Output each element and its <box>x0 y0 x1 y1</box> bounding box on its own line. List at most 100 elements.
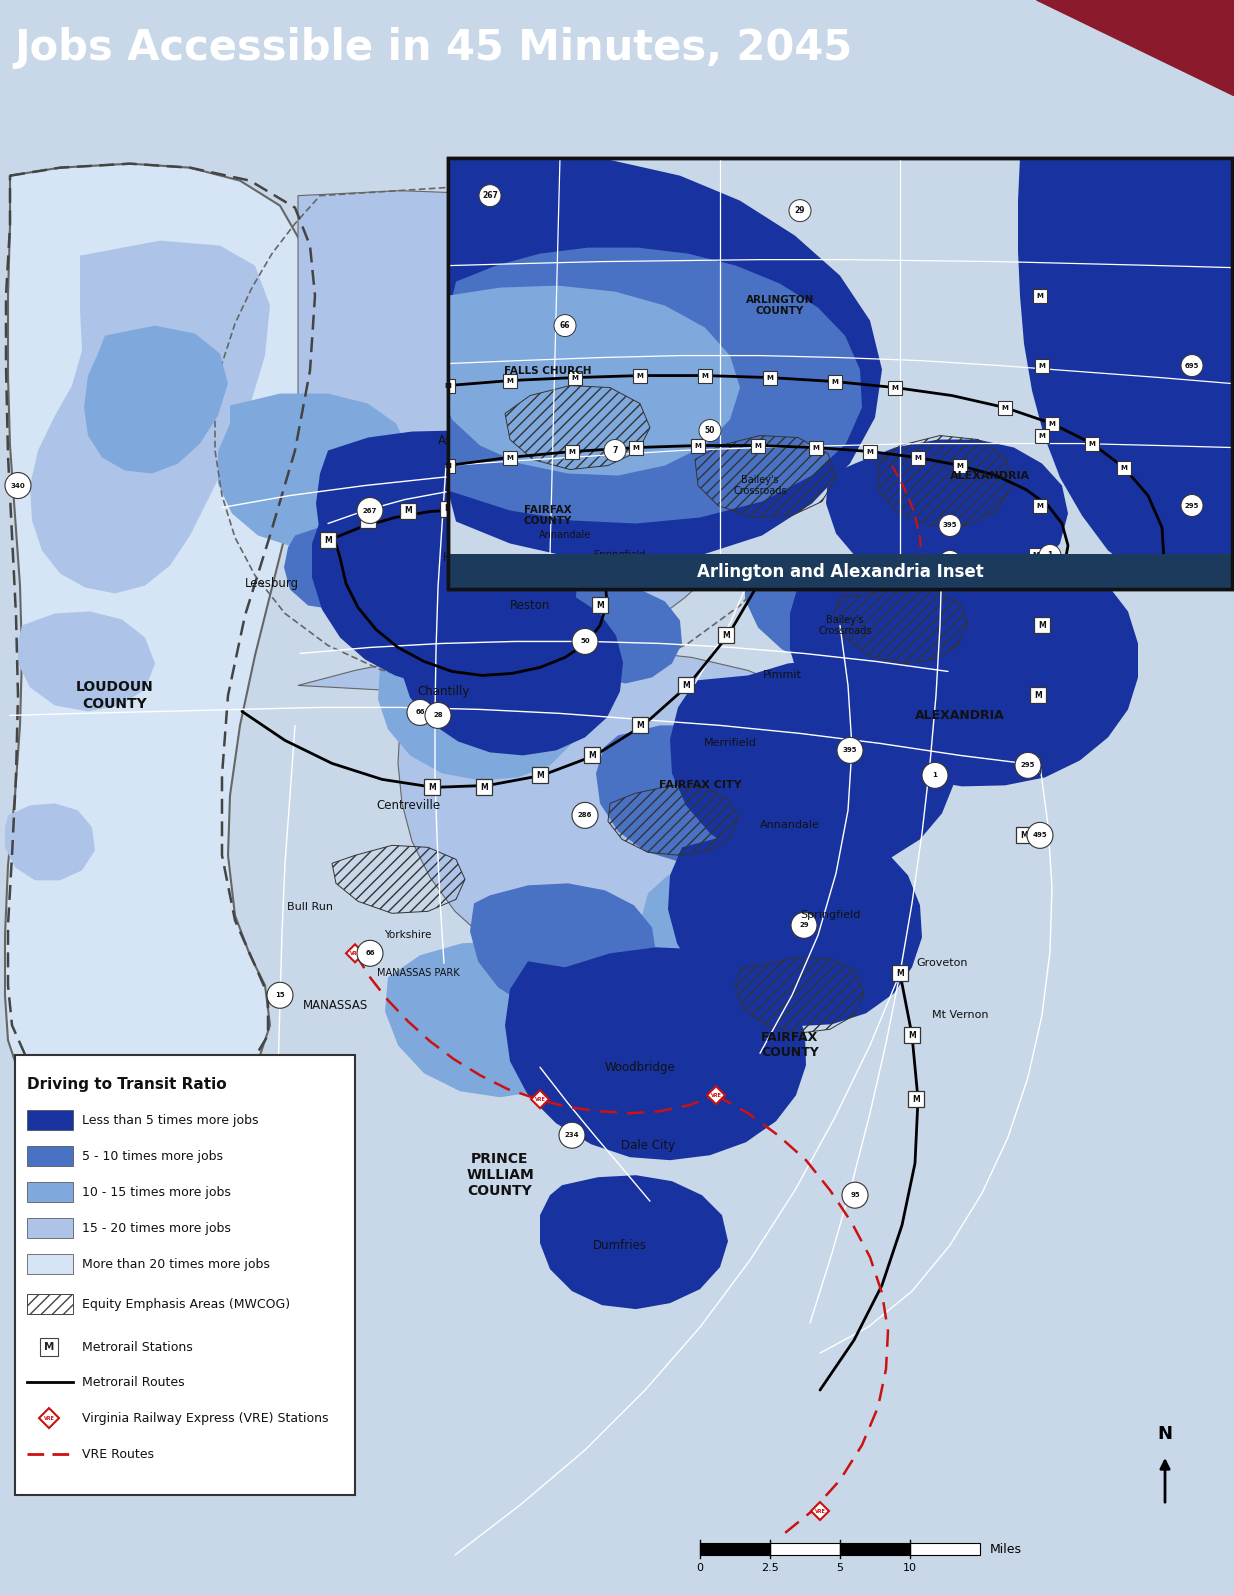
Bar <box>909 1542 980 1555</box>
Text: 267: 267 <box>363 507 378 514</box>
Text: 1: 1 <box>933 772 938 778</box>
FancyBboxPatch shape <box>1034 617 1050 633</box>
FancyBboxPatch shape <box>629 440 643 455</box>
Text: M: M <box>364 517 371 525</box>
Text: N: N <box>1157 1424 1172 1443</box>
Text: Yorkshire: Yorkshire <box>384 930 432 941</box>
Text: M: M <box>702 373 708 378</box>
Text: M: M <box>325 536 332 545</box>
Circle shape <box>554 314 576 337</box>
Text: M: M <box>784 509 792 518</box>
FancyBboxPatch shape <box>1045 416 1059 431</box>
Text: VRE: VRE <box>534 1097 545 1102</box>
Polygon shape <box>385 941 610 1097</box>
Text: Groveton: Groveton <box>917 959 967 968</box>
Text: M: M <box>1037 502 1044 509</box>
Text: 695: 695 <box>1185 362 1199 368</box>
Text: MANASSAS PARK: MANASSAS PARK <box>376 968 459 978</box>
Text: M: M <box>636 721 644 731</box>
Text: M: M <box>596 601 603 609</box>
Text: M: M <box>1039 432 1045 439</box>
Circle shape <box>559 1123 585 1148</box>
Text: Herndon: Herndon <box>443 550 494 565</box>
Text: M: M <box>695 442 701 448</box>
Text: Leesburg: Leesburg <box>244 577 299 590</box>
Text: M: M <box>589 751 596 759</box>
FancyBboxPatch shape <box>905 1027 921 1043</box>
Polygon shape <box>19 611 155 711</box>
FancyBboxPatch shape <box>953 458 967 472</box>
Text: 295: 295 <box>1021 762 1035 769</box>
Text: M: M <box>44 1341 54 1353</box>
Text: VRE Routes: VRE Routes <box>81 1448 154 1461</box>
Text: 395: 395 <box>843 748 858 753</box>
Text: Merrifield: Merrifield <box>703 738 756 748</box>
Text: 7: 7 <box>668 464 673 471</box>
Text: M: M <box>1039 362 1045 368</box>
Text: 10: 10 <box>903 1563 917 1573</box>
Polygon shape <box>1018 158 1232 590</box>
Text: ARLINGTON
COUNTY: ARLINGTON COUNTY <box>861 412 939 440</box>
Text: Miles: Miles <box>990 1542 1022 1555</box>
Polygon shape <box>448 158 882 561</box>
Text: Less than 5 times more jobs: Less than 5 times more jobs <box>81 1113 258 1126</box>
Text: M: M <box>682 681 690 691</box>
Polygon shape <box>707 1086 726 1104</box>
Text: 66: 66 <box>560 321 570 330</box>
FancyBboxPatch shape <box>503 450 517 464</box>
Text: Centreville: Centreville <box>376 799 441 812</box>
Circle shape <box>573 628 598 654</box>
Circle shape <box>837 737 863 764</box>
Circle shape <box>1039 544 1061 566</box>
Circle shape <box>357 498 383 523</box>
Polygon shape <box>640 866 845 1013</box>
Text: M: M <box>1038 620 1046 630</box>
Circle shape <box>789 199 811 222</box>
FancyBboxPatch shape <box>1035 359 1049 373</box>
FancyBboxPatch shape <box>1034 338 1050 354</box>
Text: 286: 286 <box>578 812 592 818</box>
Text: M: M <box>1033 552 1039 558</box>
Circle shape <box>267 983 292 1008</box>
Text: 15: 15 <box>275 992 285 998</box>
Circle shape <box>603 440 626 461</box>
Text: M: M <box>912 1094 919 1104</box>
Circle shape <box>407 700 433 726</box>
Text: Virginia Railway Express (VRE) Stations: Virginia Railway Express (VRE) Stations <box>81 1412 328 1424</box>
Text: M: M <box>891 384 898 391</box>
FancyBboxPatch shape <box>1037 477 1053 493</box>
Text: M: M <box>1034 691 1041 700</box>
Text: Metrorail Routes: Metrorail Routes <box>81 1375 185 1389</box>
Text: M: M <box>766 375 774 381</box>
FancyBboxPatch shape <box>320 533 336 549</box>
Text: Sterling: Sterling <box>517 486 563 499</box>
Polygon shape <box>668 828 922 1026</box>
Text: M: M <box>956 463 964 469</box>
Text: M: M <box>1021 831 1028 841</box>
Text: M: M <box>569 448 575 455</box>
Text: M: M <box>444 383 452 389</box>
Text: Jobs Accessible in 45 Minutes, 2045: Jobs Accessible in 45 Minutes, 2045 <box>15 27 853 69</box>
Polygon shape <box>505 947 806 1160</box>
Text: 95: 95 <box>850 1191 860 1198</box>
FancyBboxPatch shape <box>691 439 705 453</box>
Text: 29: 29 <box>795 206 806 215</box>
Polygon shape <box>448 247 863 523</box>
Text: M: M <box>914 455 922 461</box>
Text: M: M <box>1041 482 1049 490</box>
FancyBboxPatch shape <box>998 400 1012 415</box>
Text: M: M <box>1037 292 1044 298</box>
FancyBboxPatch shape <box>1016 828 1032 844</box>
Polygon shape <box>826 440 1067 590</box>
Text: M: M <box>896 968 903 978</box>
Circle shape <box>5 472 31 499</box>
Bar <box>700 1542 770 1555</box>
Text: Annandale: Annandale <box>539 531 591 541</box>
Text: 234: 234 <box>565 1132 579 1139</box>
FancyBboxPatch shape <box>441 458 455 472</box>
Text: M: M <box>552 530 560 538</box>
Text: M: M <box>866 448 874 455</box>
Circle shape <box>357 941 383 967</box>
Text: 695: 695 <box>1033 413 1048 418</box>
Text: 50: 50 <box>705 426 716 435</box>
